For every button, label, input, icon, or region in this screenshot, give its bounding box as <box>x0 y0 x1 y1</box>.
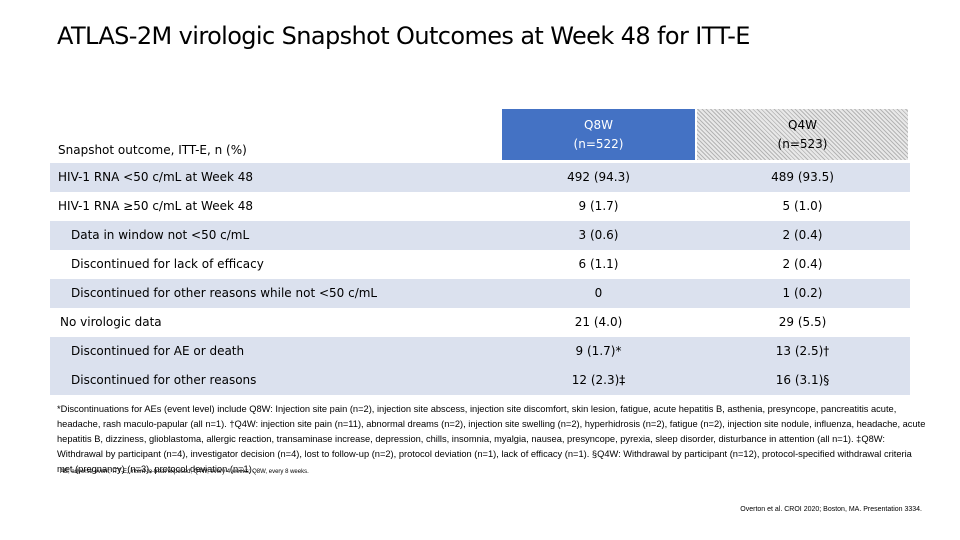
q4w-n: (n=523) <box>777 136 828 151</box>
q4w-value: 1 (0.2) <box>782 286 823 300</box>
q8w-value: 0 <box>594 286 603 300</box>
row-label: Discontinued for AE or death <box>71 344 245 358</box>
q4w-value: 2 (0.4) <box>782 257 823 271</box>
q8w-value: 21 (4.0) <box>574 315 623 329</box>
row-label: Discontinued for other reasons <box>71 373 257 387</box>
row-label: Discontinued for other reasons while not… <box>71 286 378 300</box>
table-row: Discontinued for lack of efficacy 6 (1.1… <box>50 250 910 279</box>
q8w-value: 492 (94.3) <box>567 170 630 184</box>
table-row: No virologic data 21 (4.0) 29 (5.5) <box>50 308 910 337</box>
table-row: Discontinued for other reasons while not… <box>50 279 910 308</box>
q8w-value: 3 (0.6) <box>578 228 619 242</box>
q8w-label: Q8W <box>584 117 613 132</box>
row-label: HIV-1 RNA <50 c/mL at Week 48 <box>58 170 253 184</box>
q4w-value: 13 (2.5)† <box>775 344 830 358</box>
column-header-q4w: Q4W (n=523) <box>697 109 908 160</box>
row-label: Data in window not <50 c/mL <box>71 228 250 242</box>
q4w-value: 29 (5.5) <box>778 315 827 329</box>
table-row: Discontinued for other reasons 12 (2.3)‡… <box>50 366 910 395</box>
slide-title: ATLAS-2M virologic Snapshot Outcomes at … <box>57 22 750 50</box>
row-label: Discontinued for lack of efficacy <box>71 257 264 271</box>
footnote: *Discontinuations for AEs (event level) … <box>57 404 926 474</box>
q8w-value: 9 (1.7) <box>578 199 619 213</box>
row-label: HIV-1 RNA ≥50 c/mL at Week 48 <box>58 199 253 213</box>
table-row: Discontinued for AE or death 9 (1.7)* 13… <box>50 337 910 366</box>
abbreviations: AE, adverse event; ITT-E, intent-to-trea… <box>60 469 309 475</box>
table-row: HIV-1 RNA <50 c/mL at Week 48 492 (94.3)… <box>50 163 910 192</box>
q4w-value: 5 (1.0) <box>782 199 823 213</box>
table-row: HIV-1 RNA ≥50 c/mL at Week 48 9 (1.7) 5 … <box>50 192 910 221</box>
q4w-value: 16 (3.1)§ <box>775 373 830 387</box>
q4w-label: Q4W <box>788 117 817 132</box>
table-row: Data in window not <50 c/mL 3 (0.6) 2 (0… <box>50 221 910 250</box>
q8w-value: 6 (1.1) <box>578 257 619 271</box>
q4w-value: 489 (93.5) <box>771 170 834 184</box>
table-header-label: Snapshot outcome, ITT-E, n (%) <box>58 143 247 157</box>
citation: Overton et al. CROI 2020; Boston, MA. Pr… <box>740 506 922 513</box>
q8w-value: 12 (2.3)‡ <box>571 373 626 387</box>
row-label: No virologic data <box>60 315 162 329</box>
q8w-n: (n=522) <box>573 136 624 151</box>
q8w-value: 9 (1.7)* <box>575 344 622 358</box>
q4w-value: 2 (0.4) <box>782 228 823 242</box>
column-header-q8w: Q8W (n=522) <box>502 109 695 160</box>
